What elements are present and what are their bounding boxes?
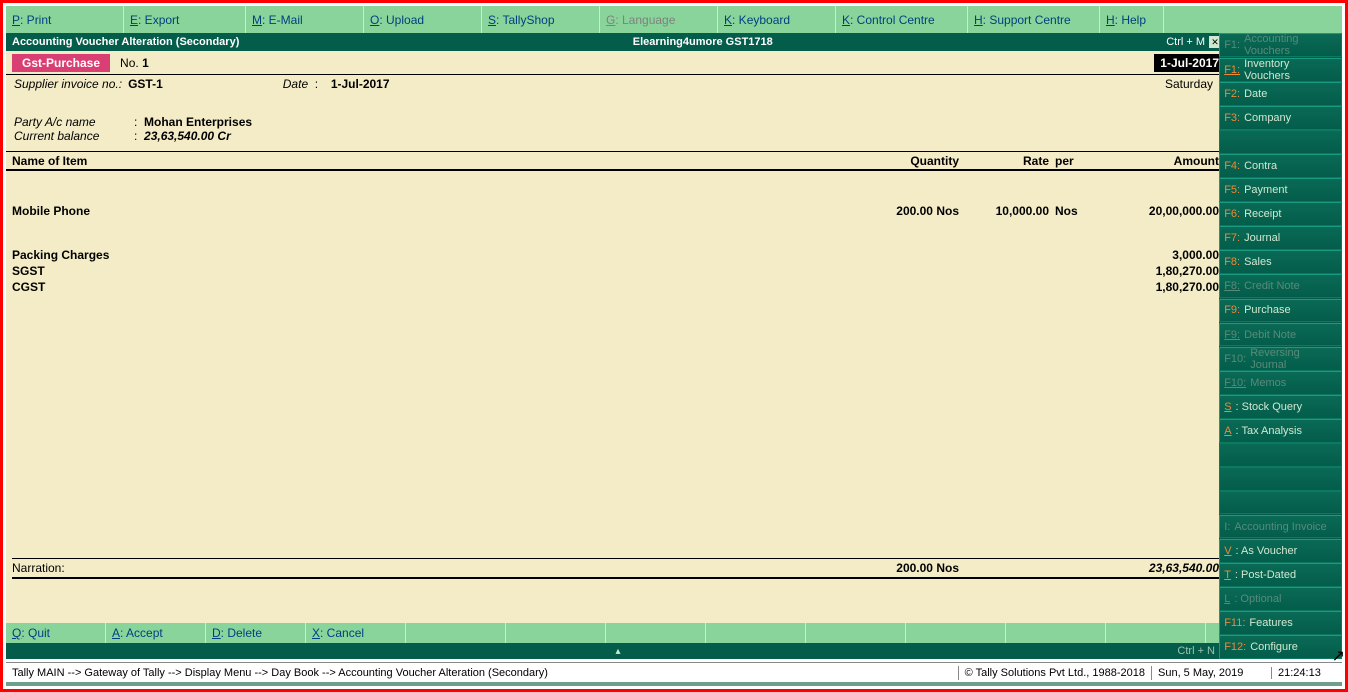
party-block: Party A/c name: Mohan Enterprises Curren… xyxy=(6,111,1225,147)
voucher-day: Saturday xyxy=(1165,77,1217,91)
action-delete[interactable]: D: Delete xyxy=(206,623,306,643)
title-bar: Accounting Voucher Alteration (Secondary… xyxy=(6,33,1225,51)
menu-controlcentre[interactable]: K: Control Centre xyxy=(836,6,968,33)
menu-supportcentre[interactable]: H: Support Centre xyxy=(968,6,1100,33)
voucher-no: No. 1 xyxy=(120,56,149,70)
rbtn-optional: L: Optional xyxy=(1219,587,1342,611)
rbtn-creditnote: F8:Credit Note xyxy=(1219,274,1342,298)
rbtn-features[interactable]: F11:Features xyxy=(1219,611,1342,635)
calc-bar: ▴ Ctrl + N xyxy=(6,643,1225,659)
ledger-line: Packing Charges3,000.00 xyxy=(12,247,1219,263)
rbtn-receipt[interactable]: F6:Receipt xyxy=(1219,202,1342,226)
action-quit[interactable]: Q: Quit xyxy=(6,623,106,643)
item-lines: Mobile Phone200.00 Nos10,000.00Nos20,00,… xyxy=(6,171,1225,299)
rbtn-journal[interactable]: F7:Journal xyxy=(1219,226,1342,250)
ledger-line: SGST1,80,270.00 xyxy=(12,263,1219,279)
rbtn-payment[interactable]: F5:Payment xyxy=(1219,178,1342,202)
top-menu-bar: P: PrintE: ExportM: E-MailO: UploadS: Ta… xyxy=(6,6,1342,33)
narration-label: Narration: xyxy=(12,561,869,575)
copyright: © Tally Solutions Pvt Ltd., 1988-2018 xyxy=(958,666,1152,680)
action-cancel[interactable]: X: Cancel xyxy=(306,623,406,643)
rbtn-sales[interactable]: F8:Sales xyxy=(1219,250,1342,274)
rbtn-debitnote: F9:Debit Note xyxy=(1219,323,1342,347)
title-shortcut: Ctrl + M xyxy=(1166,36,1205,48)
menu-language: G: Language xyxy=(600,6,718,33)
status-bar: Tally MAIN --> Gateway of Tally --> Disp… xyxy=(6,662,1342,682)
rbtn-reversingjournal: F10:Reversing Journal xyxy=(1219,347,1342,371)
menu-print[interactable]: P: Print xyxy=(6,6,124,33)
rbtn-purchase[interactable]: F9:Purchase xyxy=(1219,299,1342,323)
action-bar: Q: QuitA: AcceptD: DeleteX: Cancel xyxy=(6,623,1225,643)
item-columns: Name of Item Quantity Rate per Amount xyxy=(6,151,1225,171)
totals-row: Narration: 200.00 Nos 23,63,540.00 xyxy=(6,558,1225,579)
rbtn-accountinginvoice: I:Accounting Invoice xyxy=(1219,515,1342,539)
voucher-type-badge: Gst-Purchase xyxy=(12,54,110,72)
rbtn-contra[interactable]: F4:Contra xyxy=(1219,154,1342,178)
voucher-header: Gst-Purchase No. 1 1-Jul-2017 xyxy=(6,51,1225,75)
rbtn-accountingvouchers: F1:Accounting Vouchers xyxy=(1219,33,1342,57)
rbtn-inventoryvouchers[interactable]: F1:Inventory Vouchers xyxy=(1219,58,1342,82)
title-center: Elearning4umore GST1718 xyxy=(239,36,1166,48)
ledger-line: CGST1,80,270.00 xyxy=(12,279,1219,295)
menu-help[interactable]: H: Help xyxy=(1100,6,1164,33)
up-arrow-icon: ▴ xyxy=(616,646,621,657)
menu-keyboard[interactable]: K: Keyboard xyxy=(718,6,836,33)
rbtn-company[interactable]: F3:Company xyxy=(1219,106,1342,130)
title-right: Ctrl + M ✕ xyxy=(1166,36,1225,48)
breadcrumb: Tally MAIN --> Gateway of Tally --> Disp… xyxy=(6,667,958,679)
rbtn-postdated[interactable]: T: Post-Dated xyxy=(1219,563,1342,587)
rbtn-date[interactable]: F2:Date xyxy=(1219,82,1342,106)
menu-tallyshop[interactable]: S: TallyShop xyxy=(482,6,600,33)
app-frame: P: PrintE: ExportM: E-MailO: UploadS: Ta… xyxy=(0,0,1348,692)
calc-shortcut: Ctrl + N xyxy=(1177,645,1215,657)
rbtn-taxanalysis[interactable]: A: Tax Analysis xyxy=(1219,419,1342,443)
rbtn-asvoucher[interactable]: V: As Voucher xyxy=(1219,539,1342,563)
rbtn-memos: F10:Memos xyxy=(1219,371,1342,395)
item-line: Mobile Phone200.00 Nos10,000.00Nos20,00,… xyxy=(12,203,1219,219)
menu-upload[interactable]: O: Upload xyxy=(364,6,482,33)
total-qty: 200.00 Nos xyxy=(869,561,959,575)
status-time: 21:24:13 xyxy=(1272,667,1342,679)
bottom-strip xyxy=(6,682,1342,686)
rbtn-stockquery[interactable]: S: Stock Query xyxy=(1219,395,1342,419)
menu-email[interactable]: M: E-Mail xyxy=(246,6,364,33)
right-panel: F1:Accounting VouchersF1:Inventory Vouch… xyxy=(1219,33,1342,659)
total-amount: 23,63,540.00 xyxy=(1089,561,1219,575)
rbtn-configure[interactable]: F12:Configure xyxy=(1219,635,1342,659)
voucher-row-supplier: Supplier invoice no.: GST-1 Date : 1-Jul… xyxy=(6,75,1225,93)
action-accept[interactable]: A: Accept xyxy=(106,623,206,643)
status-date: Sun, 5 May, 2019 xyxy=(1152,667,1272,679)
voucher-date-right: 1-Jul-2017 xyxy=(1154,54,1225,72)
voucher-work-area: Gst-Purchase No. 1 1-Jul-2017 Supplier i… xyxy=(6,51,1225,623)
menu-export[interactable]: E: Export xyxy=(124,6,246,33)
title-left: Accounting Voucher Alteration (Secondary… xyxy=(6,36,239,48)
